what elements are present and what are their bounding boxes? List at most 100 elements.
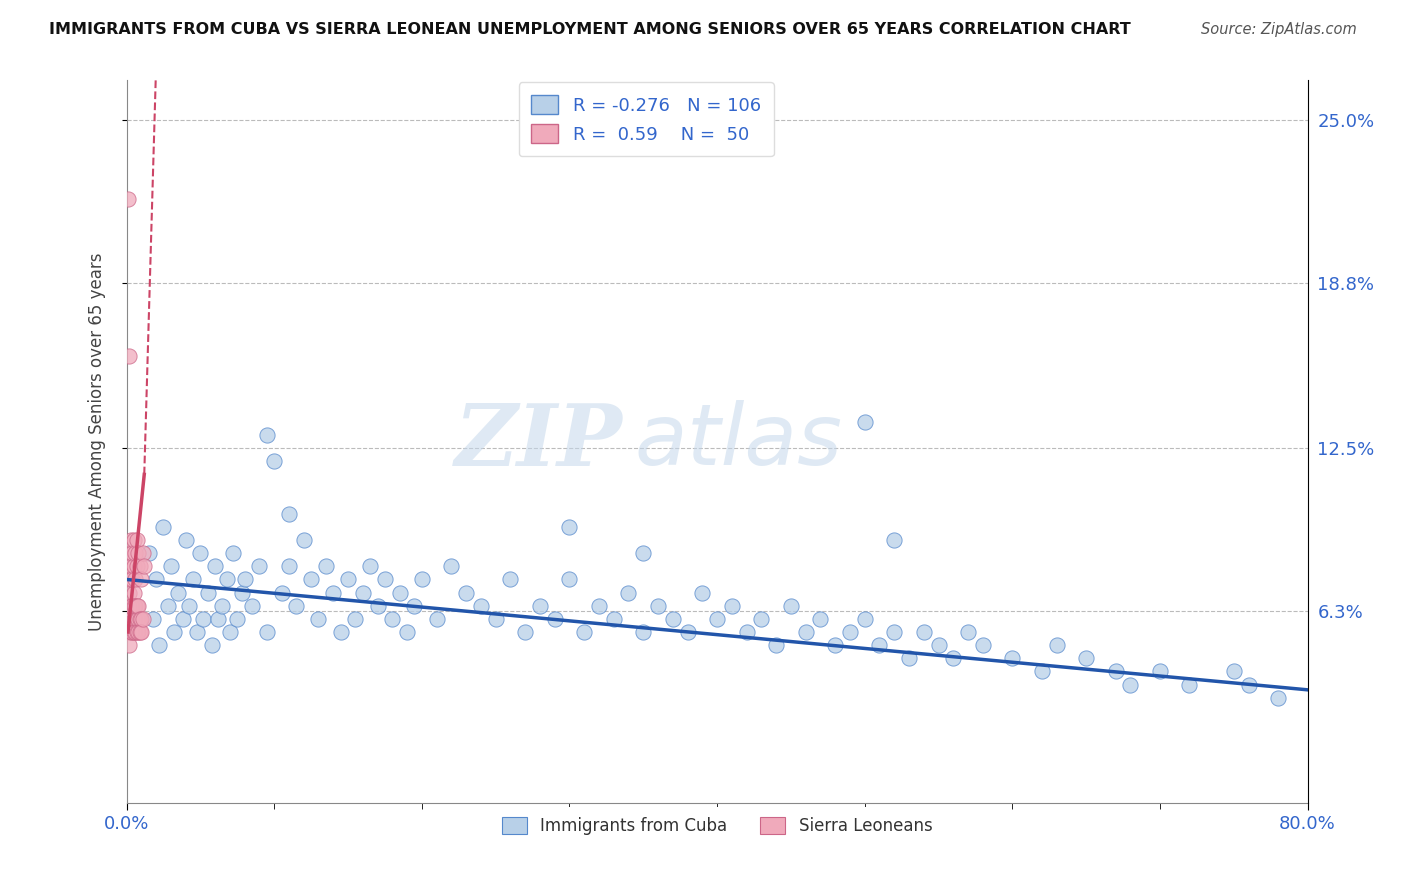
Point xyxy=(972,638,994,652)
Point xyxy=(1001,651,1024,665)
Point xyxy=(499,573,522,587)
Point xyxy=(177,599,200,613)
Point xyxy=(1223,665,1246,679)
Point xyxy=(824,638,846,652)
Point xyxy=(117,625,139,640)
Point xyxy=(231,585,253,599)
Point xyxy=(1046,638,1069,652)
Point xyxy=(120,612,142,626)
Point xyxy=(160,559,183,574)
Point xyxy=(484,612,508,626)
Point xyxy=(853,415,876,429)
Point xyxy=(222,546,245,560)
Point xyxy=(211,599,233,613)
Text: Source: ZipAtlas.com: Source: ZipAtlas.com xyxy=(1201,22,1357,37)
Point xyxy=(120,559,142,574)
Point xyxy=(278,507,301,521)
Point xyxy=(662,612,685,626)
Point xyxy=(207,612,229,626)
Point xyxy=(124,573,146,587)
Point xyxy=(122,559,145,574)
Point xyxy=(167,585,190,599)
Point xyxy=(127,625,149,640)
Point xyxy=(120,533,142,547)
Point xyxy=(617,585,640,599)
Point xyxy=(174,533,197,547)
Point xyxy=(120,625,142,640)
Point xyxy=(156,599,179,613)
Point xyxy=(122,599,145,613)
Point xyxy=(292,533,315,547)
Point xyxy=(411,573,433,587)
Point xyxy=(129,625,153,640)
Point xyxy=(134,559,156,574)
Point xyxy=(1267,690,1289,705)
Point xyxy=(163,625,186,640)
Point xyxy=(543,612,565,626)
Point xyxy=(388,585,411,599)
Point xyxy=(118,573,141,587)
Point xyxy=(1237,677,1260,691)
Point xyxy=(676,625,699,640)
Point xyxy=(633,546,655,560)
Point xyxy=(794,625,817,640)
Point xyxy=(125,559,148,574)
Point xyxy=(367,599,389,613)
Point xyxy=(765,638,787,652)
Point xyxy=(942,651,965,665)
Point xyxy=(121,599,143,613)
Point xyxy=(1076,651,1098,665)
Point xyxy=(456,585,478,599)
Point xyxy=(226,612,249,626)
Point xyxy=(249,559,271,574)
Point xyxy=(125,533,148,547)
Point xyxy=(117,559,139,574)
Point xyxy=(120,599,142,613)
Point xyxy=(181,573,204,587)
Point xyxy=(122,533,145,547)
Point xyxy=(810,612,832,626)
Point xyxy=(145,573,167,587)
Point xyxy=(315,559,337,574)
Point xyxy=(1119,677,1142,691)
Point xyxy=(117,192,139,206)
Point xyxy=(396,625,419,640)
Point xyxy=(558,520,581,534)
Point xyxy=(1178,677,1201,691)
Point xyxy=(853,612,876,626)
Point xyxy=(122,585,145,599)
Point xyxy=(121,546,143,560)
Text: atlas: atlas xyxy=(634,400,842,483)
Point xyxy=(720,599,742,613)
Point xyxy=(404,599,426,613)
Point xyxy=(633,625,655,640)
Point xyxy=(603,612,626,626)
Point xyxy=(278,559,301,574)
Point xyxy=(118,599,141,613)
Point xyxy=(152,520,174,534)
Point xyxy=(118,638,141,652)
Point xyxy=(186,625,208,640)
Point xyxy=(647,599,669,613)
Point xyxy=(193,612,215,626)
Point xyxy=(124,599,146,613)
Point xyxy=(128,625,150,640)
Point xyxy=(117,612,139,626)
Point xyxy=(127,599,149,613)
Point xyxy=(515,625,537,640)
Point xyxy=(440,559,463,574)
Point xyxy=(121,625,143,640)
Point xyxy=(869,638,891,652)
Point xyxy=(125,625,148,640)
Point xyxy=(118,546,141,560)
Point xyxy=(121,573,143,587)
Point xyxy=(219,625,242,640)
Point xyxy=(240,599,263,613)
Point xyxy=(127,612,149,626)
Point xyxy=(359,559,381,574)
Point xyxy=(215,573,238,587)
Point xyxy=(352,585,374,599)
Point xyxy=(138,546,160,560)
Point xyxy=(329,625,352,640)
Point xyxy=(172,612,194,626)
